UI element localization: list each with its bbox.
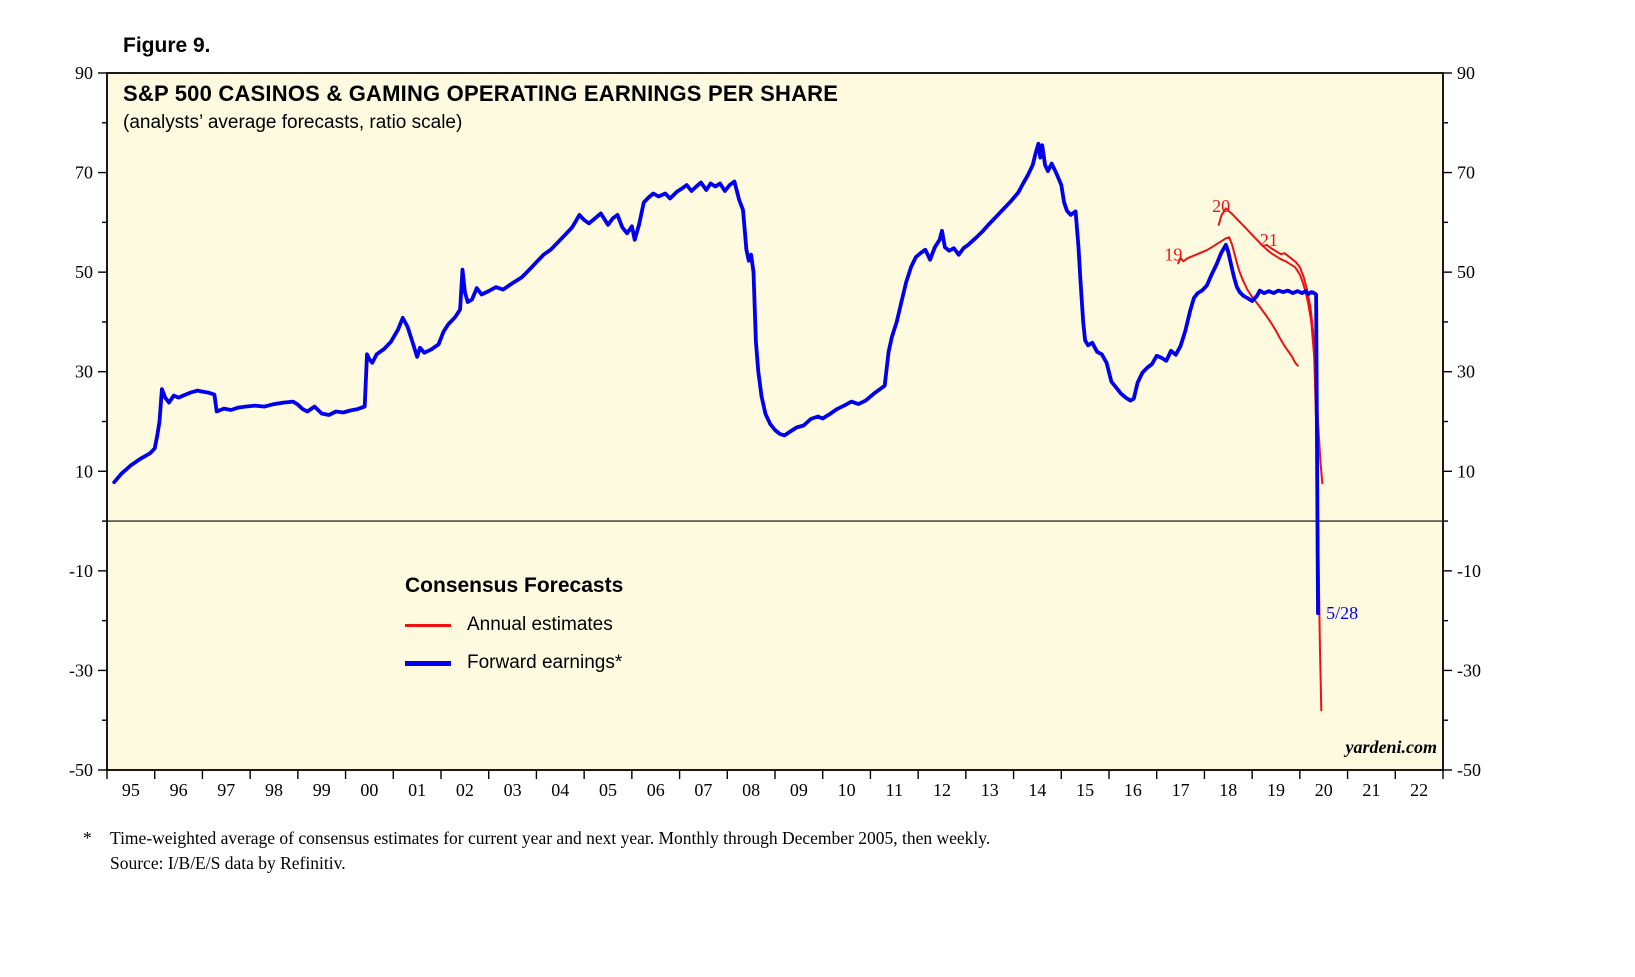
footnote-line1: Time-weighted average of consensus estim… — [110, 828, 991, 848]
legend-label-annual-estimates: Annual estimates — [467, 614, 613, 635]
x-axis-label: 10 — [838, 780, 856, 800]
y-axis-label-left: -30 — [69, 660, 93, 680]
x-axis-label: 99 — [313, 780, 331, 800]
x-axis-label: 22 — [1410, 780, 1428, 800]
y-axis-label-right: 90 — [1457, 63, 1475, 83]
x-axis-label: 05 — [599, 780, 617, 800]
annotation-5/28: 5/28 — [1326, 603, 1358, 623]
y-axis-label-left: 30 — [75, 362, 93, 382]
x-axis-label: 00 — [360, 780, 378, 800]
chart-subtitle: (analysts’ average forecasts, ratio scal… — [123, 112, 463, 133]
y-axis-label-left: -50 — [69, 760, 93, 780]
x-axis-label: 04 — [551, 780, 569, 800]
x-axis-label: 07 — [694, 780, 712, 800]
x-axis-label: 03 — [504, 780, 522, 800]
y-axis-label-left: 90 — [75, 63, 93, 83]
legend-heading: Consensus Forecasts — [405, 574, 624, 597]
legend-item-annual-estimates: Annual estimates — [405, 614, 623, 636]
x-axis-label: 08 — [742, 780, 760, 800]
footnote-text: Time-weighted average of consensus estim… — [110, 826, 990, 877]
footnote-marker: * — [83, 828, 92, 848]
x-axis-label: 21 — [1362, 780, 1380, 800]
legend-item-forward-earnings: Forward earnings* — [405, 652, 623, 674]
y-axis-label-right: -30 — [1457, 660, 1481, 680]
x-axis-label: 02 — [456, 780, 474, 800]
x-axis-label: 95 — [122, 780, 140, 800]
annotation-21: 21 — [1260, 230, 1278, 250]
legend: Consensus Forecasts Annual estimates For… — [405, 574, 623, 674]
footnote: * Time-weighted average of consensus est… — [83, 826, 990, 877]
y-axis-label-right: 50 — [1457, 262, 1475, 282]
x-axis-label: 09 — [790, 780, 808, 800]
annual-estimates-line-swatch — [405, 623, 451, 627]
y-axis-label-left: 10 — [75, 461, 93, 481]
x-axis-label: 98 — [265, 780, 283, 800]
y-axis-label-right: 30 — [1457, 362, 1475, 382]
series-forward — [112, 141, 1320, 616]
y-axis-label-right: 70 — [1457, 163, 1475, 183]
x-axis-label: 01 — [408, 780, 426, 800]
x-axis-label: 96 — [170, 780, 188, 800]
x-axis-label: 20 — [1315, 780, 1333, 800]
x-axis-label: 06 — [647, 780, 665, 800]
y-axis-label-left: 70 — [75, 163, 93, 183]
x-axis-label: 16 — [1124, 780, 1142, 800]
figure-label: Figure 9. — [123, 34, 211, 57]
y-axis-label-left: -10 — [69, 561, 93, 581]
x-axis-label: 15 — [1076, 780, 1094, 800]
series-annual-2019 — [1177, 236, 1299, 367]
y-axis-label-right: -50 — [1457, 760, 1481, 780]
forward-earnings-line-swatch — [405, 660, 451, 666]
x-axis-label: 17 — [1172, 780, 1190, 800]
y-axis-label-left: 50 — [75, 262, 93, 282]
y-axis-label-right: 10 — [1457, 461, 1475, 481]
annotation-19: 19 — [1164, 245, 1182, 265]
x-axis-label: 97 — [217, 780, 235, 800]
x-axis-label: 11 — [886, 780, 903, 800]
footnote-line2: Source: I/B/E/S data by Refinitiv. — [110, 853, 346, 874]
chart-title: S&P 500 CASINOS & GAMING OPERATING EARNI… — [123, 81, 839, 106]
annotation-20: 20 — [1212, 196, 1230, 216]
watermark: yardeni.com — [1345, 737, 1438, 757]
x-axis-label: 12 — [933, 780, 951, 800]
y-axis-label-right: -10 — [1457, 561, 1481, 581]
x-axis-label: 18 — [1219, 780, 1237, 800]
x-axis-label: 13 — [981, 780, 999, 800]
legend-label-forward-earnings: Forward earnings* — [467, 652, 623, 673]
x-axis-label: 14 — [1028, 780, 1046, 800]
x-axis-label: 19 — [1267, 780, 1285, 800]
plot-area — [107, 73, 1443, 770]
